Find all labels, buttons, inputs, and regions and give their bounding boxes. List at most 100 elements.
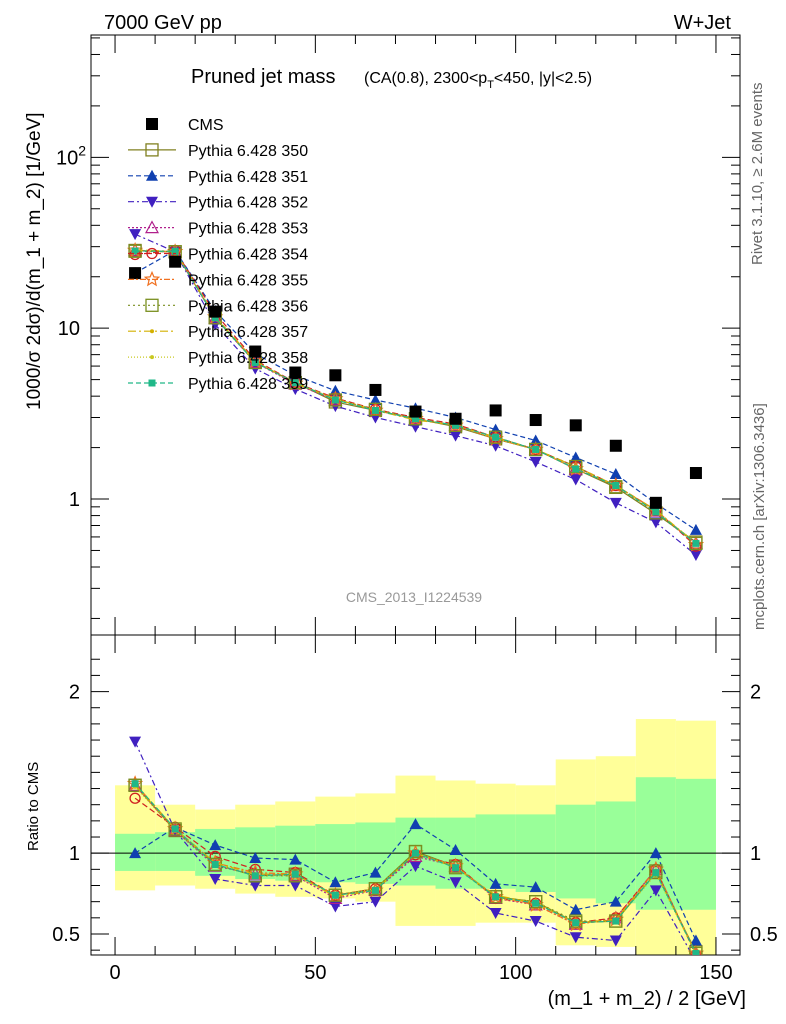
legend-marker bbox=[146, 196, 158, 208]
data-point bbox=[529, 434, 542, 446]
x-tick-label: 50 bbox=[304, 962, 326, 984]
legend-label: Pythia 6.428 359 bbox=[188, 376, 308, 393]
ratio-point bbox=[289, 880, 302, 892]
ratio-point bbox=[692, 949, 700, 955]
x-axis-label: (m_1 + m_2) / 2 [GeV] bbox=[548, 988, 746, 1010]
data-point bbox=[449, 412, 462, 425]
legend-marker bbox=[143, 270, 161, 287]
upper-y-tick-label: 10 bbox=[58, 318, 80, 340]
ratio-point bbox=[612, 917, 620, 925]
ratio-point bbox=[368, 882, 383, 896]
upper-y-axis-label: 1000/σ 2dσ)/d(m_1 + m_2) [1/GeV] bbox=[24, 112, 45, 410]
ratio-point bbox=[449, 877, 462, 889]
data-point bbox=[649, 517, 662, 529]
ratio-point bbox=[329, 901, 342, 913]
data-point bbox=[329, 384, 342, 396]
legend-item: Pythia 6.428 353 bbox=[128, 220, 308, 238]
data-point bbox=[609, 468, 622, 480]
x-tick-label: 0 bbox=[109, 962, 120, 984]
data-point bbox=[211, 314, 219, 322]
data-point bbox=[167, 243, 184, 259]
x-tick-label: 100 bbox=[499, 962, 532, 984]
ratio-point bbox=[249, 880, 262, 892]
ratio-y-tick-label: 1 bbox=[69, 843, 80, 865]
data-point bbox=[369, 383, 382, 396]
ratio-point bbox=[291, 870, 299, 878]
ratio-point bbox=[131, 780, 139, 788]
legend-label: Pythia 6.428 352 bbox=[188, 195, 308, 212]
legend-label: Pythia 6.428 354 bbox=[188, 247, 308, 264]
ratio-point bbox=[649, 847, 662, 859]
uncertainty-band-inner bbox=[675, 778, 716, 910]
data-point bbox=[569, 419, 582, 432]
ratio-point bbox=[609, 935, 622, 947]
data-point bbox=[569, 451, 582, 463]
legend-label: Pythia 6.428 356 bbox=[188, 298, 308, 315]
legend-marker bbox=[145, 143, 159, 157]
ratio-point bbox=[449, 843, 462, 855]
legend-item: Pythia 6.428 350 bbox=[128, 143, 308, 160]
data-point bbox=[369, 393, 382, 405]
data-point bbox=[488, 430, 503, 444]
ratio-point bbox=[251, 872, 259, 880]
data-point bbox=[131, 247, 139, 255]
data-point bbox=[331, 396, 339, 404]
data-point bbox=[612, 481, 620, 489]
ratio-point bbox=[129, 792, 141, 804]
ratio-point bbox=[569, 932, 582, 944]
legend: CMS Pythia 6.428 350 Pythia 6.428 351 Pythi… bbox=[128, 117, 308, 393]
data-point bbox=[489, 404, 502, 417]
data-point bbox=[689, 467, 702, 480]
ratio-point bbox=[329, 876, 342, 888]
ratio-point bbox=[408, 844, 423, 859]
ratio-series-352 bbox=[129, 736, 693, 955]
ratio-point bbox=[128, 778, 142, 792]
uncertainty-band-inner bbox=[155, 832, 196, 871]
legend-item: Pythia 6.428 358 bbox=[128, 350, 308, 367]
data-point bbox=[609, 439, 622, 452]
data-point bbox=[532, 445, 540, 453]
data-point bbox=[569, 474, 582, 486]
legend-item: Pythia 6.428 351 bbox=[128, 169, 308, 186]
ratio-point bbox=[409, 818, 422, 830]
data-point bbox=[129, 267, 142, 280]
legend-item: Pythia 6.428 356 bbox=[128, 298, 308, 315]
data-point bbox=[529, 442, 543, 457]
header-right: W+Jet bbox=[674, 12, 732, 34]
data-point bbox=[409, 405, 422, 418]
rivet-label: Rivet 3.1.10, ≥ 2.6M events bbox=[749, 83, 766, 266]
ratio-point bbox=[209, 874, 222, 886]
ratio-point bbox=[249, 852, 262, 864]
ratio-point bbox=[689, 946, 703, 955]
ratio-point bbox=[369, 866, 382, 878]
uncertainty-band-inner bbox=[595, 801, 636, 904]
data-point bbox=[529, 456, 542, 468]
ratio-point bbox=[489, 907, 502, 919]
ratio-y-tick-label-right: 0.5 bbox=[750, 924, 778, 946]
ratio-point bbox=[129, 736, 142, 748]
series-359 bbox=[131, 247, 700, 547]
ratio-point bbox=[687, 944, 705, 955]
data-point bbox=[287, 374, 304, 391]
ratio-frame bbox=[90, 634, 741, 956]
ratio-point bbox=[371, 886, 379, 894]
data-point bbox=[492, 433, 500, 441]
ratio-panel: 0.5 0.5 1 1 2 2 0 50 100 150 Ratio to CMS (m_1 + … bbox=[25, 634, 778, 1010]
data-point bbox=[572, 465, 580, 473]
upper-panel: 1 10 102 Pruned jet mass (CA(0.8), 2300<pT… bbox=[24, 34, 741, 636]
ratio-y-tick-label-right: 2 bbox=[750, 682, 761, 704]
pt-subscript: T bbox=[487, 79, 494, 91]
legend-marker bbox=[146, 118, 158, 130]
upper-y-tick-label: 102 bbox=[56, 142, 86, 169]
ratio-y-tick-label-right: 1 bbox=[750, 843, 761, 865]
ratio-point bbox=[448, 861, 463, 875]
ratio-point bbox=[409, 861, 422, 873]
legend-label: CMS bbox=[188, 117, 224, 134]
legend-item: Pythia 6.428 357 bbox=[128, 324, 308, 341]
data-point bbox=[689, 523, 702, 535]
data-point bbox=[692, 539, 700, 547]
data-point bbox=[652, 508, 660, 516]
data-point bbox=[449, 430, 462, 442]
data-point bbox=[209, 305, 222, 318]
plot-title-main: Pruned jet mass bbox=[191, 66, 336, 88]
